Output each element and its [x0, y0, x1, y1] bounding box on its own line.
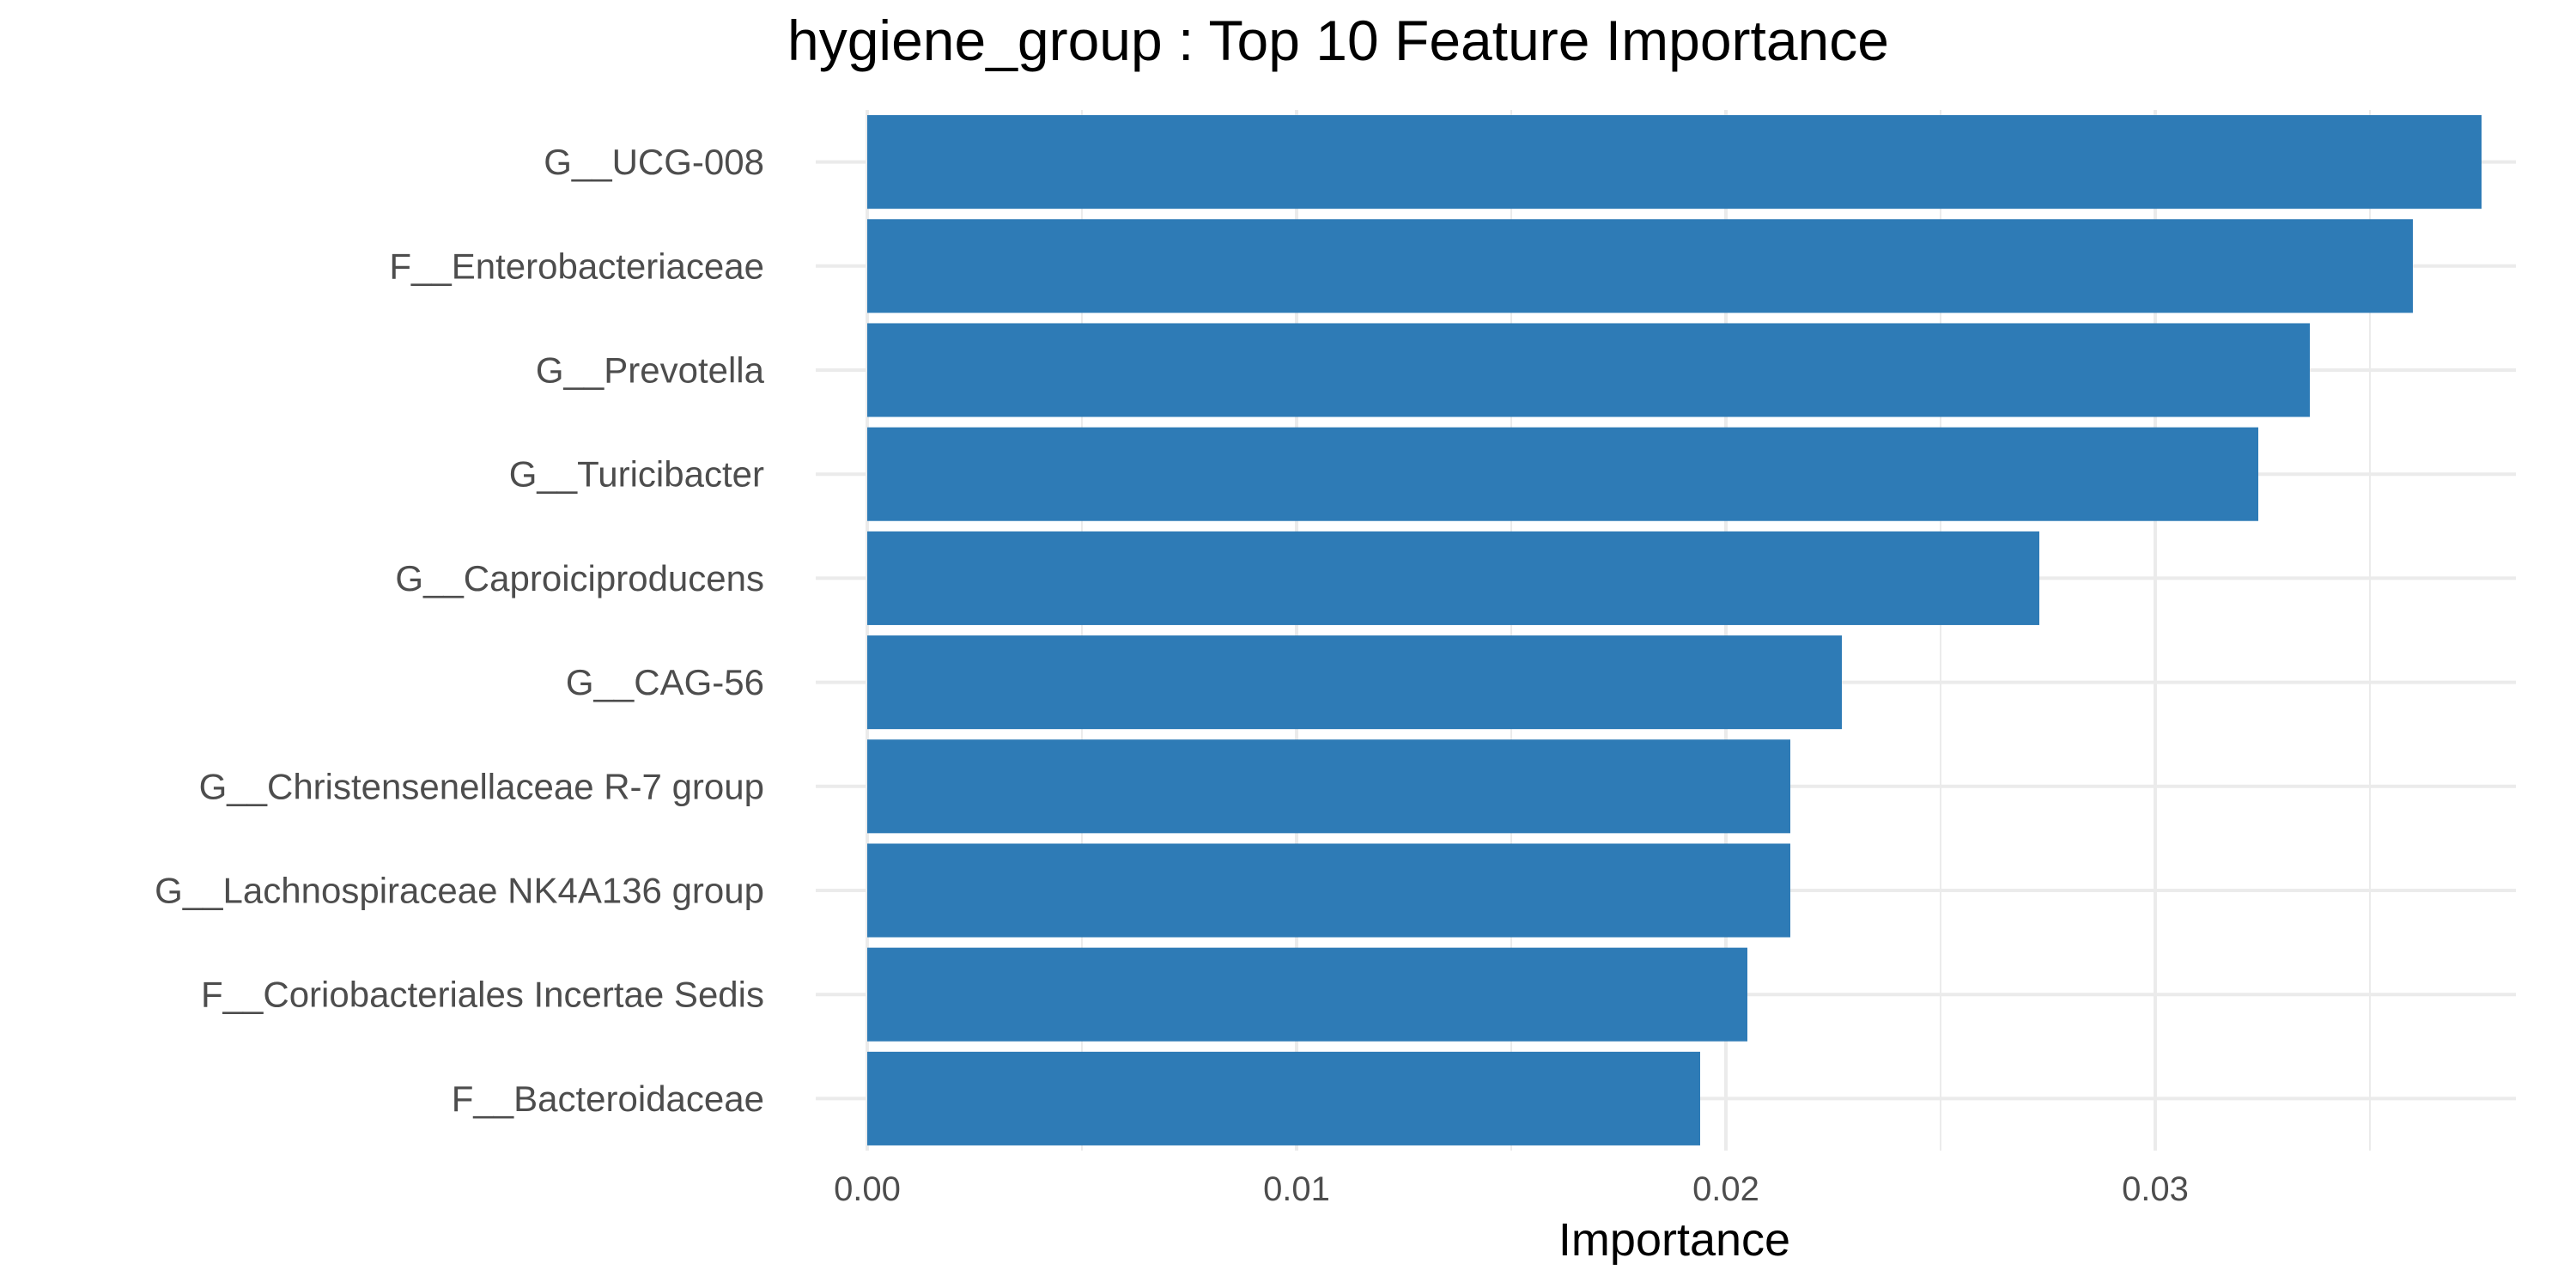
y-tick-labels: G__UCG-008 F__Enterobacteriaceae G__Prevot… [155, 142, 764, 1119]
y-tick-label: G__Turicibacter [509, 454, 764, 495]
bar [867, 635, 1842, 730]
bar [867, 427, 2258, 521]
x-tick-labels: 0.00 0.01 0.02 0.03 [834, 1170, 2189, 1208]
bar [867, 947, 1747, 1042]
bar [867, 115, 2482, 210]
y-tick-label: G__Prevotella [536, 350, 765, 391]
x-tick-label: 0.03 [2122, 1170, 2189, 1208]
chart-title: hygiene_group : Top 10 Feature Importanc… [787, 9, 1889, 72]
bar [867, 843, 1790, 938]
y-tick-label: G__Christensenellaceae R-7 group [199, 766, 764, 806]
x-axis-title: Importance [1558, 1214, 1790, 1266]
y-tick-label: G__CAG-56 [566, 662, 764, 702]
y-tick-label: G__UCG-008 [544, 142, 764, 182]
x-tick-label: 0.01 [1263, 1170, 1330, 1208]
bar [867, 1051, 1700, 1145]
x-tick-label: 0.00 [834, 1170, 901, 1208]
y-tick-label: G__Lachnospiraceae NK4A136 group [155, 871, 764, 911]
y-tick-label: G__Caproiciproducens [395, 558, 764, 598]
bar [867, 323, 2310, 417]
y-tick-label: F__Coriobacteriales Incertae Sedis [201, 975, 764, 1015]
x-tick-label: 0.02 [1692, 1170, 1759, 1208]
bars [867, 115, 2482, 1145]
bar [867, 219, 2413, 313]
y-tick-label: F__Enterobacteriaceae [389, 246, 764, 286]
bar [867, 531, 2039, 625]
y-tick-label: F__Bacteroidaceae [452, 1078, 764, 1119]
bar [867, 739, 1790, 834]
